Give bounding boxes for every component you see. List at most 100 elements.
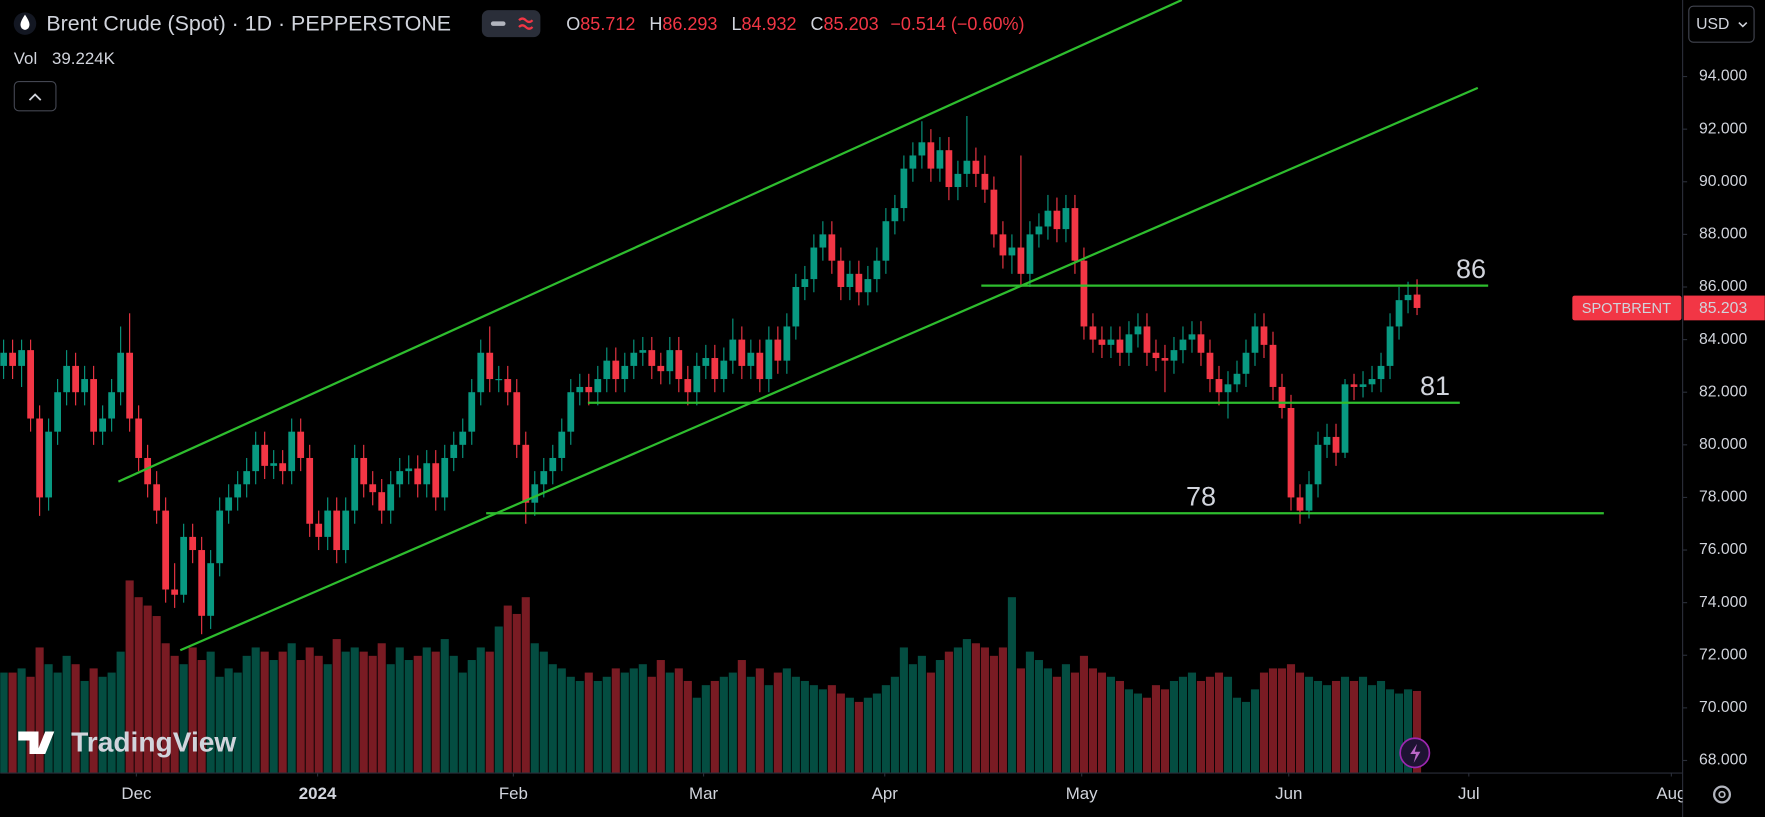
y-tick-label: 86.000 [1699, 278, 1747, 295]
volume-bar [521, 597, 530, 774]
candle-body [621, 365, 629, 380]
candle-body [9, 352, 16, 366]
candle-body [1017, 247, 1025, 274]
volume-bar [26, 676, 35, 774]
volume-bar [953, 647, 962, 774]
candle-body [81, 379, 89, 393]
candle-body [243, 471, 251, 485]
candle-body [603, 360, 611, 380]
volume-bar [962, 639, 971, 774]
candle-body [1287, 407, 1295, 498]
candle-body [585, 386, 593, 393]
volume-bar [1376, 680, 1386, 774]
volume-bar [8, 672, 17, 774]
candle-body [477, 352, 485, 393]
candle-body [369, 484, 377, 493]
candle-body [1323, 436, 1331, 445]
candle-body [666, 350, 674, 372]
volume-bar [35, 647, 44, 774]
candle-body [864, 279, 872, 293]
volume-bar [323, 664, 332, 774]
candle-body [162, 510, 170, 590]
volume-bar [908, 664, 917, 774]
y-tick-label: 76.000 [1699, 541, 1747, 558]
volume-bar [1016, 668, 1025, 774]
candle-body [117, 352, 125, 393]
volume-bar [998, 647, 1007, 774]
trend-line [179, 86, 1479, 652]
symbol-title[interactable]: Brent Crude (Spot) · 1D · PEPPERSTONE [46, 11, 451, 35]
candle-body [198, 550, 206, 616]
volume-bar [773, 672, 782, 774]
y-tick-label: 72.000 [1699, 646, 1747, 663]
indicator-pill[interactable] [481, 10, 541, 38]
candle-body [432, 463, 440, 498]
candle-body [1062, 208, 1070, 230]
y-tick-label: 84.000 [1699, 331, 1747, 348]
volume-bar [440, 639, 449, 774]
volume-bar [1007, 597, 1016, 774]
price-tag [1683, 295, 1765, 321]
volume-bar [53, 672, 62, 774]
volume-bar [1412, 690, 1422, 774]
ohlc-value: 85.712 [580, 14, 635, 34]
candle-body [1107, 339, 1115, 345]
volume-bar [836, 693, 845, 774]
candle-body [693, 365, 701, 393]
candle-body [1314, 444, 1322, 485]
price-pane [0, 116, 1421, 635]
volume-bar [1097, 672, 1106, 774]
volume-bar [881, 685, 890, 774]
volume-bar [485, 651, 494, 774]
volume-bar [1331, 680, 1341, 774]
volume-bar [332, 639, 341, 774]
currency-button[interactable] [1688, 5, 1755, 43]
candle-body [1296, 497, 1304, 511]
volume-bar [701, 685, 710, 774]
volume-bar [1133, 693, 1143, 774]
volume-bar [152, 616, 161, 774]
volume-bar [1349, 680, 1359, 774]
volume-bar [791, 676, 800, 774]
volume-bar [566, 676, 575, 774]
volume-bar [1088, 668, 1097, 774]
candle-body [549, 457, 557, 472]
volume-bar [647, 676, 656, 774]
candle-body [594, 379, 602, 393]
candle-body [504, 379, 512, 393]
candle-body [990, 189, 998, 235]
candle-body [378, 492, 386, 511]
candle-body [882, 221, 890, 261]
volume-bar [1178, 676, 1188, 774]
volume-bar [1052, 676, 1061, 774]
volume-bar [1367, 685, 1377, 774]
candle-body [1044, 210, 1052, 227]
volume-bar [764, 685, 773, 774]
candle-body [837, 260, 845, 287]
candle-body [675, 350, 683, 380]
ohlc-key: O [566, 14, 580, 34]
candle-body [756, 352, 764, 380]
volume-bar [17, 668, 26, 774]
candle-body [1116, 339, 1124, 353]
y-tick-label: 90.000 [1699, 173, 1747, 190]
volume-bar [620, 672, 629, 774]
candle-body [306, 457, 314, 524]
settings-button[interactable] [1713, 785, 1732, 804]
candle-body [810, 247, 818, 280]
candle-body [315, 523, 323, 537]
candle-body [1368, 379, 1376, 385]
candle-body [720, 360, 728, 380]
volume-bar [1232, 697, 1242, 774]
x-tick-label: May [1066, 784, 1098, 803]
volume-bar [1259, 672, 1269, 774]
candle-body [729, 339, 737, 361]
logo-text[interactable]: TradingView [71, 726, 236, 757]
candle-body [99, 418, 107, 432]
volume-bar [926, 672, 935, 774]
candle-body [702, 358, 710, 366]
pill-icon [518, 17, 534, 30]
collapse-button[interactable] [13, 81, 57, 112]
volume-bar [782, 668, 791, 774]
